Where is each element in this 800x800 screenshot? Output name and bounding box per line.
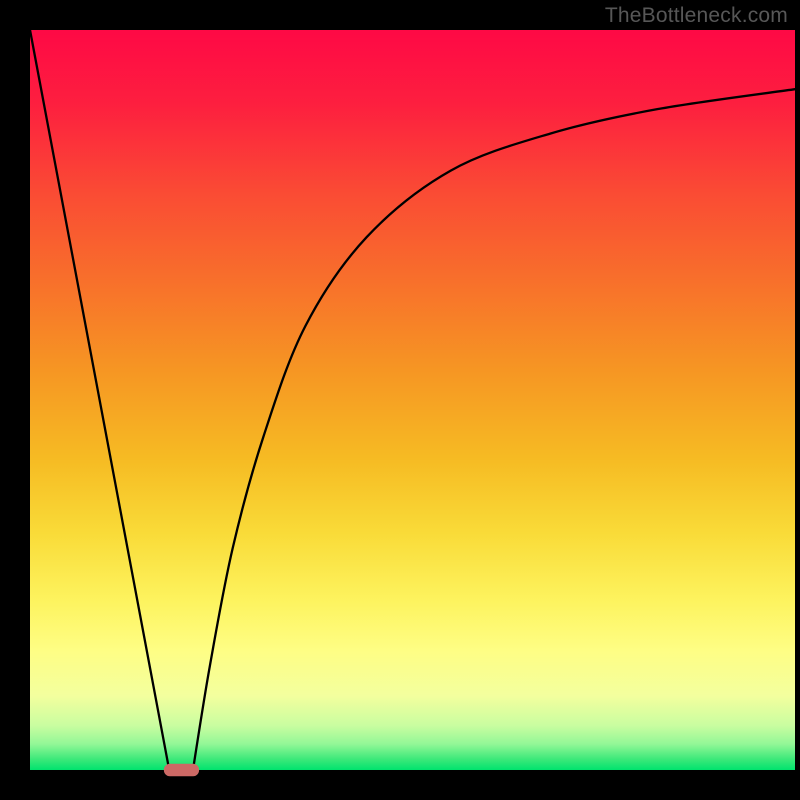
valley-marker [164, 764, 199, 777]
bottleneck-curve-chart [0, 0, 800, 800]
chart-container: TheBottleneck.com [0, 0, 800, 800]
watermark-text: TheBottleneck.com [605, 4, 788, 28]
plot-background [30, 30, 795, 770]
